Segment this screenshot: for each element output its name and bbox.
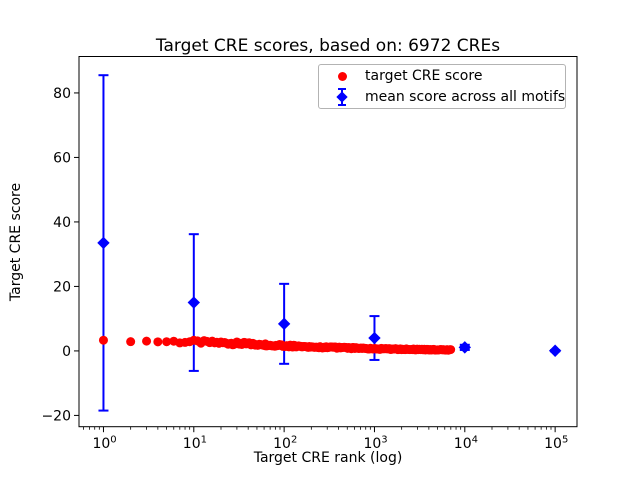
target-series-dots	[98, 335, 456, 355]
y-tick-label: 80	[53, 86, 71, 102]
x-axis-label: Target CRE rank (log)	[253, 450, 403, 466]
y-tick-label: −20	[41, 408, 71, 424]
x-tick-label: 104	[454, 435, 478, 453]
legend-marker-cell	[319, 88, 365, 106]
legend-label: target CRE score	[365, 68, 483, 84]
y-axis-label: Target CRE score	[8, 182, 24, 302]
y-axis-ticks: −20 0 20 40 60 80	[41, 86, 79, 424]
target-dot	[153, 337, 163, 347]
target-dot	[162, 337, 172, 347]
x-tick-label: 102	[273, 435, 297, 453]
legend-marker-cell	[319, 67, 365, 85]
y-tick-label: 40	[53, 215, 71, 231]
mean-diamond	[187, 296, 200, 309]
target-dot	[142, 336, 152, 346]
legend-entry-mean: mean score across all motifs	[319, 88, 565, 106]
plot-area-border	[78, 56, 578, 428]
mean-series-errorbars	[98, 74, 561, 412]
y-tick-label: 20	[53, 279, 71, 295]
mean-diamond	[548, 344, 562, 357]
chart-title: Target CRE scores, based on: 6972 CREs	[155, 36, 501, 56]
target-dot	[98, 335, 108, 345]
y-tick-label: 60	[53, 150, 71, 166]
y-tick-label: 0	[62, 344, 71, 360]
x-tick-label: 101	[183, 435, 207, 453]
mean-diamond	[458, 341, 472, 354]
legend-label: mean score across all motifs	[365, 89, 566, 105]
x-axis-ticks: 100 101 102 103 104 105	[92, 426, 568, 453]
target-dot	[446, 345, 456, 355]
blue-diamond-errorbar-marker-icon	[336, 88, 348, 106]
x-tick-label: 105	[544, 435, 568, 453]
mean-diamond	[277, 317, 291, 331]
target-dot	[126, 337, 136, 347]
x-tick-label: 103	[363, 435, 387, 453]
mean-diamond	[97, 236, 110, 250]
legend-entry-target: target CRE score	[319, 67, 565, 85]
red-circle-marker-icon	[337, 71, 347, 81]
x-axis-minor-ticks	[83, 426, 552, 430]
mean-series-diamonds	[97, 236, 562, 357]
x-tick-label: 100	[92, 435, 116, 453]
mean-diamond	[368, 331, 381, 345]
legend: target CRE score mean score across all m…	[318, 64, 566, 109]
